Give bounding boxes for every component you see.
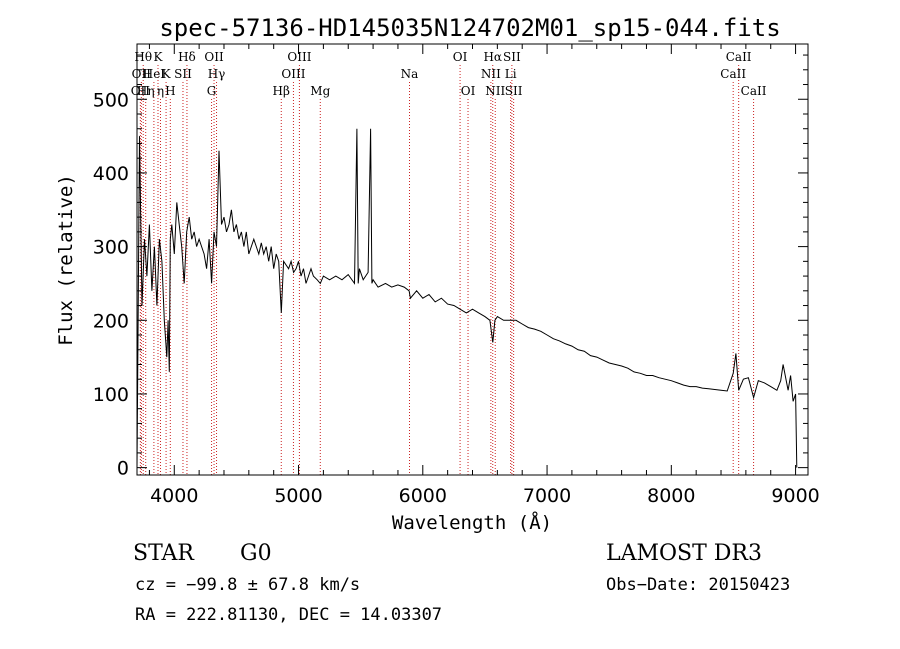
spectral-line-label: SII	[174, 67, 192, 81]
spectral-line-label: NII	[481, 67, 501, 81]
spectral-line-label: OI	[461, 84, 476, 98]
x-tick-label: 4000	[150, 485, 198, 507]
x-tick-label: 7000	[523, 485, 571, 507]
spectral-line-label: Hα	[483, 50, 502, 64]
plot-frame	[136, 43, 809, 476]
spectral-line-label: Hβ	[273, 84, 290, 98]
spectral-line-labels: OIIOIIHθHηHeIKηKHSIIHδGOIIHγHβOIIIOIIIMg…	[131, 50, 767, 98]
spectral-line-label: CaII	[726, 50, 752, 64]
x-axis-ticks: 4000 5000 6000 7000 8000 9000	[148, 44, 820, 507]
survey-name: LAMOST DR3	[606, 541, 762, 566]
y-tick-label: 300	[93, 237, 129, 259]
y-tick-label: 100	[93, 384, 129, 406]
spectral-line-label: η	[157, 84, 164, 98]
object-class: STAR	[133, 541, 195, 566]
spectral-line-label: OII	[131, 84, 151, 98]
spectral-line-label: NII	[485, 84, 505, 98]
x-axis-label: Wavelength (Å)	[392, 511, 552, 534]
spectral-line-label: G	[207, 84, 217, 98]
spectral-line-label: OI	[453, 50, 468, 64]
spectral-line-markers	[139, 65, 755, 475]
y-axis-label: Flux (relative)	[55, 174, 77, 346]
spectral-line-label: Hη	[137, 84, 155, 98]
object-subclass: G0	[240, 541, 272, 566]
y-tick-label: 200	[93, 310, 129, 332]
coordinates: RA = 222.81130, DEC = 14.03307	[135, 605, 442, 625]
spectral-line-label: K	[162, 67, 172, 81]
spectral-line-label: Na	[401, 67, 419, 81]
y-axis-ticks: 0 100 200 300 400 500	[93, 54, 808, 480]
spectral-line-label: Hγ	[208, 67, 226, 81]
spectral-line-label: CaII	[741, 84, 767, 98]
obs-date: Obs−Date: 20150423	[606, 575, 790, 595]
spectral-line-label: K	[154, 50, 164, 64]
x-tick-label: 6000	[399, 485, 447, 507]
spectral-line-label: SII	[503, 50, 521, 64]
spectral-line-label: HeI	[143, 67, 166, 81]
spectral-line-label: Hθ	[134, 50, 152, 64]
spectral-line-label: OII	[204, 50, 224, 64]
spectral-line-label: OIII	[281, 67, 305, 81]
spectral-line-label: CaII	[720, 67, 746, 81]
y-tick-label: 500	[93, 89, 129, 111]
spectral-line-label: H	[165, 84, 175, 98]
chart-title: spec-57136-HD145035N124702M01_sp15-044.f…	[159, 14, 780, 42]
spectral-line-label: Hδ	[178, 50, 196, 64]
spectral-line-label: Li	[505, 67, 517, 81]
y-tick-label: 400	[93, 163, 129, 185]
x-tick-label: 8000	[647, 485, 695, 507]
y-tick-label: 0	[117, 458, 129, 480]
spectral-line-label: SII	[505, 84, 523, 98]
x-tick-label: 9000	[771, 485, 819, 507]
spectrum-line	[136, 128, 798, 468]
x-tick-label: 5000	[274, 485, 322, 507]
spectral-line-label: OIII	[287, 50, 311, 64]
spectral-line-label: Mg	[310, 84, 330, 98]
redshift-text: cz = −99.8 ± 67.8 km/s	[135, 575, 360, 595]
